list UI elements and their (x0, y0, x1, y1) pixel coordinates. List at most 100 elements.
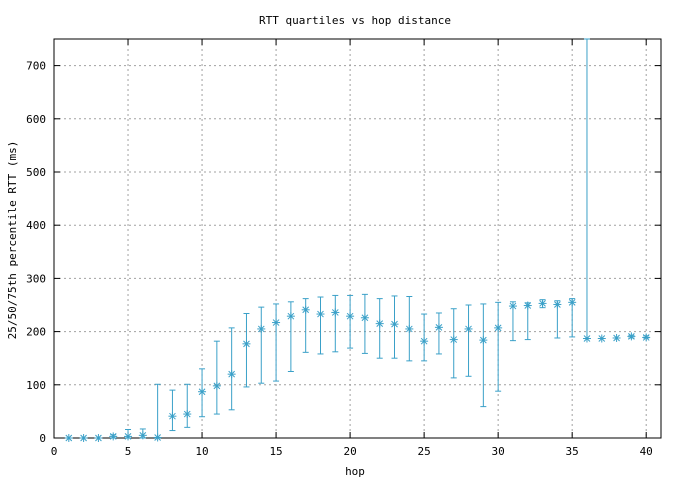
median-point (138, 431, 147, 440)
data-point-group (109, 432, 118, 441)
data-point-group (494, 301, 503, 392)
x-tick-label: 35 (566, 445, 579, 458)
grid-layer (54, 39, 661, 438)
data-point-group (79, 434, 88, 442)
median-point (390, 320, 399, 329)
median-point (257, 324, 266, 333)
median-point (286, 312, 295, 321)
data-point-group (464, 304, 473, 377)
median-point (568, 298, 577, 307)
median-point (405, 324, 414, 333)
median-point (94, 434, 103, 442)
data-point-group (627, 332, 636, 341)
y-tick-label: 0 (39, 432, 46, 445)
median-point (64, 434, 73, 442)
x-tick-label: 15 (269, 445, 282, 458)
data-point-group (198, 368, 207, 418)
data-point-group (301, 298, 310, 353)
median-point (523, 301, 532, 310)
data-point-group (582, 38, 591, 343)
x-tick-label: 10 (195, 445, 208, 458)
data-point-group (508, 301, 517, 342)
data-point-group (642, 333, 651, 342)
y-tick-label: 100 (26, 379, 46, 392)
data-point-group (597, 334, 606, 343)
data-point-group (523, 301, 532, 341)
median-point (612, 333, 621, 342)
data-layer (64, 38, 651, 442)
data-point-group (375, 298, 384, 359)
median-point (212, 381, 221, 390)
y-tick-label: 600 (26, 113, 46, 126)
data-point-group (331, 294, 340, 353)
data-point-group (286, 301, 295, 372)
median-point (538, 299, 547, 308)
median-point (420, 337, 429, 346)
data-point-group (568, 298, 577, 338)
median-point (79, 434, 88, 442)
x-tick-label: 0 (51, 445, 58, 458)
median-point (360, 313, 369, 322)
x-tick-label: 30 (492, 445, 505, 458)
data-point-group (316, 296, 325, 355)
data-point-group (272, 303, 281, 382)
data-point-group (212, 340, 221, 415)
median-point (464, 324, 473, 333)
data-point-group (94, 434, 103, 442)
y-tick-label: 300 (26, 272, 46, 285)
data-point-group (360, 293, 369, 354)
median-point (316, 310, 325, 319)
data-point-group (434, 312, 443, 355)
data-point-group (183, 383, 192, 428)
median-point (227, 370, 236, 379)
plot-frame (53, 38, 662, 439)
median-point (553, 300, 562, 309)
data-point-group (420, 313, 429, 362)
x-tick-label: 5 (125, 445, 132, 458)
median-point (183, 410, 192, 419)
x-tick-label: 20 (343, 445, 356, 458)
data-point-group (168, 389, 177, 432)
median-point (508, 302, 517, 311)
median-point (109, 432, 118, 441)
median-point (124, 432, 133, 441)
median-point (642, 333, 651, 342)
data-point-group (479, 303, 488, 408)
median-point (627, 332, 636, 341)
median-point (168, 412, 177, 421)
median-point (301, 305, 310, 314)
y-tick-label: 400 (26, 219, 46, 232)
median-point (375, 319, 384, 328)
data-point-group (153, 383, 162, 442)
x-tick-label: 25 (417, 445, 430, 458)
data-point-group (390, 295, 399, 359)
data-point-group (257, 306, 266, 384)
median-point (434, 323, 443, 332)
median-point (198, 387, 207, 396)
y-tick-label: 500 (26, 166, 46, 179)
chart-title: RTT quartiles vs hop distance (259, 14, 451, 27)
x-axis-label: hop (345, 465, 365, 478)
median-point (331, 308, 340, 317)
data-point-group (538, 299, 547, 309)
data-point-group (405, 295, 414, 362)
tick-layer: 0 100 200 300 400 500 600 700 0 5 10 15 20 25 30 35 40 (26, 39, 661, 458)
data-point-group (64, 434, 73, 442)
median-point (242, 339, 251, 348)
data-point-group (346, 294, 355, 349)
median-point (272, 318, 281, 327)
y-tick-label: 200 (26, 326, 46, 339)
data-point-group (553, 300, 562, 339)
y-tick-label: 700 (26, 60, 46, 73)
median-point (153, 433, 162, 442)
median-point (346, 312, 355, 321)
x-tick-label: 40 (640, 445, 653, 458)
median-point (449, 335, 458, 344)
data-point-group (242, 313, 251, 388)
median-point (494, 323, 503, 332)
median-point (479, 336, 488, 345)
data-point-group (124, 428, 133, 441)
median-point (597, 334, 606, 343)
data-point-group (612, 333, 621, 342)
